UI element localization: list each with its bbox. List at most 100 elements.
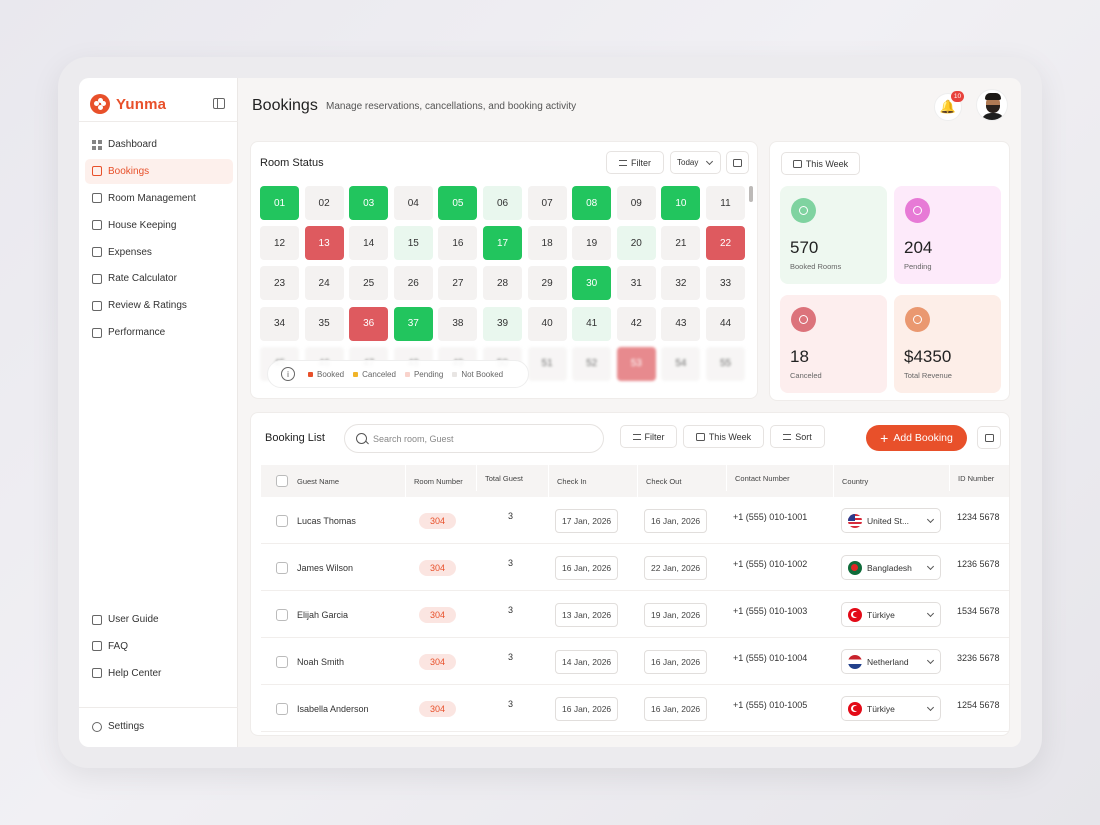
stat-booked-rooms[interactable]: 570 Booked Rooms xyxy=(780,186,887,284)
avatar[interactable] xyxy=(976,89,1008,121)
sidebar-item-expenses[interactable]: Expenses xyxy=(85,240,233,265)
room-cell[interactable]: 39 xyxy=(483,306,522,341)
check-in-date[interactable]: 13 Jan, 2026 xyxy=(555,602,619,627)
room-cell[interactable]: 01 xyxy=(260,186,299,220)
room-cell[interactable]: 19 xyxy=(572,226,612,261)
check-in-date[interactable]: 16 Jan, 2026 xyxy=(555,555,619,580)
country-select[interactable]: United St... xyxy=(841,508,941,533)
room-cell[interactable]: 04 xyxy=(393,186,433,220)
room-cell[interactable]: 08 xyxy=(572,186,612,220)
room-cell[interactable]: 24 xyxy=(304,266,344,301)
room-cell[interactable]: 02 xyxy=(304,186,344,220)
room-cell[interactable]: 33 xyxy=(706,266,745,301)
table-row[interactable]: Noah Smith 304 3 14 Jan, 2026 16 Jan, 2026 +1… xyxy=(261,638,1009,685)
room-cell[interactable]: 05 xyxy=(438,186,478,220)
sidebar-item-user-guide[interactable]: User Guide xyxy=(85,607,233,632)
col-check-in[interactable]: Check In xyxy=(548,465,587,497)
room-cell[interactable]: 11 xyxy=(706,186,745,220)
room-cell[interactable]: 31 xyxy=(616,266,656,301)
sidebar-item-settings[interactable]: Settings xyxy=(85,714,233,739)
room-cell[interactable]: 52 xyxy=(572,346,612,381)
search-input[interactable] xyxy=(373,433,573,444)
stat-pending[interactable]: 204 Pending xyxy=(894,186,1001,284)
select-all-checkbox[interactable] xyxy=(276,475,288,487)
col-room-number[interactable]: Room Number xyxy=(405,465,463,497)
col-check-out[interactable]: Check Out xyxy=(637,465,681,497)
country-select[interactable]: Bangladesh xyxy=(841,555,941,580)
room-cell[interactable]: 25 xyxy=(349,266,389,301)
check-in-date[interactable]: 17 Jan, 2026 xyxy=(555,508,619,533)
room-cell[interactable]: 28 xyxy=(483,266,522,301)
row-checkbox[interactable] xyxy=(276,655,288,668)
list-period-button[interactable]: This Week xyxy=(683,425,764,448)
room-cell[interactable]: 43 xyxy=(661,306,701,341)
info-icon[interactable]: i xyxy=(281,367,295,381)
room-cell[interactable]: 44 xyxy=(706,306,745,341)
add-booking-button[interactable]: + Add Booking xyxy=(866,425,967,451)
check-out-date[interactable]: 16 Jan, 2026 xyxy=(644,508,708,533)
room-cell[interactable]: 22 xyxy=(706,226,745,261)
room-cell[interactable]: 41 xyxy=(572,306,612,341)
sidebar-item-rate-calculator[interactable]: Rate Calculator xyxy=(85,266,233,291)
room-cell[interactable]: 20 xyxy=(616,226,656,261)
country-select[interactable]: Türkiye xyxy=(841,696,941,721)
list-expand-button[interactable] xyxy=(977,426,1001,449)
room-cell[interactable]: 29 xyxy=(527,266,567,301)
sidebar-item-performance[interactable]: Performance xyxy=(85,320,233,345)
room-cell[interactable]: 10 xyxy=(661,186,701,220)
sidebar-item-review-ratings[interactable]: Review & Ratings xyxy=(85,293,233,318)
room-cell[interactable]: 23 xyxy=(260,266,299,301)
table-row[interactable]: Isabella Anderson 304 3 16 Jan, 2026 16 Jan,… xyxy=(261,685,1009,732)
room-cell[interactable]: 38 xyxy=(438,306,478,341)
sidebar-collapse-icon[interactable] xyxy=(213,98,225,109)
stats-period-button[interactable]: This Week xyxy=(781,152,860,175)
room-filter-button[interactable]: Filter xyxy=(606,151,664,174)
col-guest-name[interactable]: Guest Name xyxy=(297,476,340,486)
sidebar-item-bookings[interactable]: Bookings xyxy=(85,158,233,184)
table-row[interactable]: Lucas Thomas 304 3 17 Jan, 2026 16 Jan, 2026… xyxy=(261,497,1009,544)
check-in-date[interactable]: 16 Jan, 2026 xyxy=(555,696,619,721)
check-out-date[interactable]: 16 Jan, 2026 xyxy=(644,696,708,721)
room-cell[interactable]: 03 xyxy=(349,186,389,220)
col-total-guest[interactable]: Total Guest xyxy=(476,465,523,491)
room-cell[interactable]: 51 xyxy=(527,346,567,381)
room-cell[interactable]: 34 xyxy=(260,306,299,341)
country-select[interactable]: Türkiye xyxy=(841,602,941,627)
room-cell[interactable]: 13 xyxy=(304,226,344,261)
room-cell[interactable]: 40 xyxy=(527,306,567,341)
room-grid-scrollbar[interactable] xyxy=(749,186,753,202)
list-sort-button[interactable]: Sort xyxy=(770,425,825,448)
stat-canceled[interactable]: 18 Canceled xyxy=(780,295,887,393)
sidebar-item-help-center[interactable]: Help Center xyxy=(85,661,233,686)
sidebar-item-dashboard[interactable]: Dashboard xyxy=(85,132,233,157)
check-in-date[interactable]: 14 Jan, 2026 xyxy=(555,649,619,674)
row-checkbox[interactable] xyxy=(276,514,288,527)
room-cell[interactable]: 18 xyxy=(527,226,567,261)
room-cell[interactable]: 36 xyxy=(349,306,389,341)
brand[interactable]: Yunma xyxy=(90,94,166,114)
col-contact-number[interactable]: Contact Number xyxy=(726,465,790,491)
room-cell[interactable]: 07 xyxy=(527,186,567,220)
room-cell[interactable]: 32 xyxy=(661,266,701,301)
stat-total-revenue[interactable]: $4350 Total Revenue xyxy=(894,295,1001,393)
room-cell[interactable]: 42 xyxy=(616,306,656,341)
row-checkbox[interactable] xyxy=(276,561,288,574)
check-out-date[interactable]: 19 Jan, 2026 xyxy=(644,602,708,627)
check-out-date[interactable]: 16 Jan, 2026 xyxy=(644,649,708,674)
room-cell[interactable]: 37 xyxy=(393,306,433,341)
room-cell[interactable]: 26 xyxy=(393,266,433,301)
room-cell[interactable]: 21 xyxy=(661,226,701,261)
col-country[interactable]: Country xyxy=(833,465,868,497)
sidebar-item-house-keeping[interactable]: House Keeping xyxy=(85,213,233,238)
room-cell[interactable]: 12 xyxy=(260,226,299,261)
sidebar-item-room-management[interactable]: Room Management xyxy=(85,186,233,211)
list-filter-button[interactable]: Filter xyxy=(620,425,677,448)
room-cell[interactable]: 35 xyxy=(304,306,344,341)
room-cell[interactable]: 53 xyxy=(616,346,656,381)
room-cell[interactable]: 54 xyxy=(661,346,701,381)
row-checkbox[interactable] xyxy=(276,702,288,715)
room-period-select[interactable]: Today xyxy=(670,151,721,174)
room-cell[interactable]: 16 xyxy=(438,226,478,261)
room-cell[interactable]: 15 xyxy=(393,226,433,261)
room-cell[interactable]: 30 xyxy=(572,266,612,301)
